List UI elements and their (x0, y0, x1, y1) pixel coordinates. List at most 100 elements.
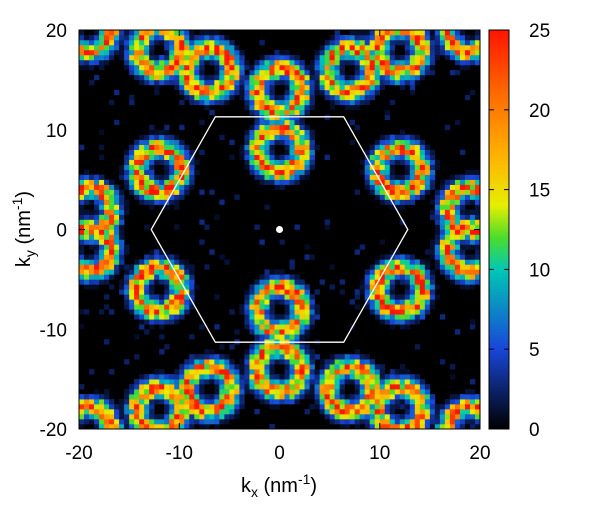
heatmap-cell (89, 409, 95, 415)
heatmap-cell (454, 399, 461, 405)
heatmap-cell (419, 149, 426, 155)
heatmap-cell (164, 299, 170, 305)
heatmap-cell (289, 259, 295, 265)
heatmap-cell (379, 149, 386, 155)
heatmap-cell (169, 174, 175, 180)
heatmap-cell (364, 169, 371, 175)
heatmap-cell (224, 354, 230, 360)
heatmap-cell (229, 94, 235, 101)
heatmap-cell (399, 69, 406, 76)
heatmap-cell (134, 334, 140, 340)
heatmap-cell (99, 54, 105, 61)
heatmap-cell (139, 164, 145, 170)
heatmap-cell (264, 159, 270, 165)
heatmap-cell (274, 334, 280, 340)
heatmap-cell (424, 69, 431, 76)
heatmap-cell (119, 169, 125, 175)
heatmap-cell (384, 164, 391, 170)
heatmap-cell (159, 194, 165, 200)
heatmap-cell (259, 149, 265, 155)
heatmap-cell (359, 44, 366, 51)
heatmap-cell (399, 419, 406, 425)
x-tick-label: 20 (469, 443, 490, 464)
heatmap-cell (474, 234, 480, 240)
heatmap-cell (269, 129, 275, 136)
heatmap-cell (374, 414, 381, 420)
heatmap-cell (399, 299, 406, 305)
heatmap-cell (124, 159, 130, 165)
heatmap-cell (174, 79, 180, 86)
heatmap-cell (109, 414, 115, 420)
heatmap-cell (379, 59, 386, 66)
heatmap-cell (254, 79, 260, 86)
heatmap-cell (424, 259, 431, 265)
heatmap-cell (424, 59, 431, 66)
heatmap-cell (359, 30, 366, 36)
heatmap-cell (269, 389, 275, 395)
heatmap-cell (309, 69, 315, 76)
heatmap-cell (374, 49, 381, 56)
heatmap-cell (394, 419, 401, 425)
heatmap-cell (374, 84, 381, 91)
heatmap-cell (99, 309, 105, 315)
heatmap-cell (169, 194, 175, 200)
heatmap-cell (449, 184, 456, 190)
heatmap-cell (149, 30, 155, 36)
heatmap-cell (119, 199, 125, 205)
heatmap-cell (414, 184, 421, 190)
heatmap-cell (419, 154, 426, 160)
heatmap-cell (89, 59, 95, 66)
heatmap-cell (379, 399, 386, 405)
heatmap-cell (254, 294, 260, 300)
heatmap-cell (84, 414, 90, 420)
heatmap-cell (359, 409, 366, 415)
heatmap-cell (269, 144, 275, 150)
heatmap-cell (384, 64, 391, 71)
heatmap-cell (379, 30, 386, 36)
heatmap-cell (474, 269, 480, 275)
heatmap-cell (389, 184, 396, 190)
heatmap-cell (454, 184, 461, 190)
heatmap-cell (84, 309, 90, 315)
heatmap-cell (394, 59, 401, 66)
heatmap-cell (284, 399, 290, 405)
heatmap-cell (444, 249, 451, 255)
heatmap-cell (199, 359, 205, 365)
heatmap-cell (439, 269, 446, 275)
heatmap-cell (379, 34, 386, 41)
heatmap-cell (254, 334, 260, 340)
heatmap-cell (109, 254, 115, 260)
heatmap-cell (79, 49, 85, 56)
heatmap-cell (329, 394, 335, 400)
heatmap-cell (414, 139, 421, 146)
heatmap-cell (174, 194, 180, 200)
heatmap-cell (279, 319, 285, 325)
heatmap-cell (219, 379, 225, 385)
heatmap-cell (134, 404, 140, 410)
heatmap-cell (379, 64, 386, 71)
heatmap-cell (464, 169, 471, 175)
heatmap-cell (364, 404, 371, 410)
heatmap-cell (334, 84, 340, 91)
heatmap-cell (409, 254, 416, 260)
heatmap-cell (309, 294, 315, 300)
heatmap-cell (244, 354, 250, 360)
heatmap-cell (174, 389, 180, 395)
heatmap-cell (124, 49, 130, 56)
heatmap-cell (214, 324, 220, 330)
heatmap-cell (334, 94, 340, 101)
heatmap-cell (139, 144, 145, 150)
heatmap-cell (459, 204, 466, 210)
heatmap-cell (104, 244, 110, 250)
heatmap-cell (264, 134, 270, 141)
heatmap-cell (189, 389, 195, 395)
heatmap-cell (169, 254, 175, 260)
heatmap-cell (409, 174, 416, 180)
heatmap-cell (294, 274, 300, 280)
heatmap-cell (169, 59, 175, 66)
heatmap-cell (389, 99, 396, 106)
heatmap-cell (434, 30, 441, 36)
heatmap-cell (394, 394, 401, 400)
